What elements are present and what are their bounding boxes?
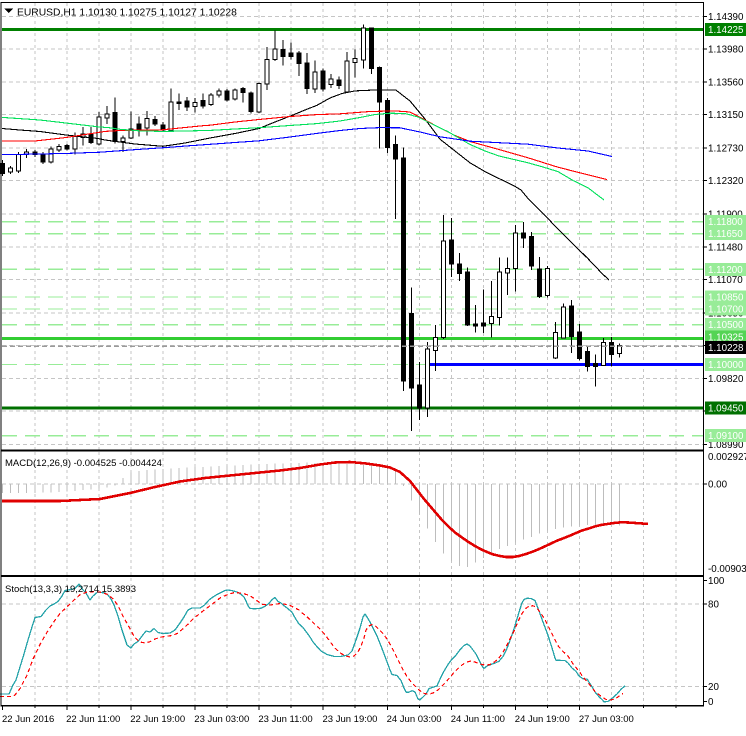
svg-text:24 Jun 03:00: 24 Jun 03:00 bbox=[387, 714, 442, 725]
svg-text:22 Jun 2016: 22 Jun 2016 bbox=[2, 714, 54, 725]
svg-text:EURUSD,H1 1.10130 1.10275 1.1: EURUSD,H1 1.10130 1.10275 1.10127 1.1022… bbox=[17, 7, 237, 18]
svg-text:1.11070: 1.11070 bbox=[708, 275, 743, 286]
svg-text:80: 80 bbox=[708, 599, 719, 610]
svg-text:22 Jun 11:00: 22 Jun 11:00 bbox=[66, 714, 120, 725]
svg-text:0.00: 0.00 bbox=[708, 480, 728, 491]
svg-text:1.09450: 1.09450 bbox=[708, 404, 744, 415]
svg-text:MACD(12,26,9) -0.004525 -0.004: MACD(12,26,9) -0.004525 -0.004424 bbox=[5, 458, 162, 469]
svg-text:1.10500: 1.10500 bbox=[708, 320, 744, 331]
svg-text:1.12320: 1.12320 bbox=[708, 176, 744, 187]
svg-text:0.002927: 0.002927 bbox=[708, 452, 746, 463]
svg-text:20: 20 bbox=[708, 682, 719, 693]
svg-text:1.11200: 1.11200 bbox=[708, 265, 743, 276]
svg-text:23 Jun 11:00: 23 Jun 11:00 bbox=[258, 714, 312, 725]
svg-text:-0.009034: -0.009034 bbox=[708, 564, 746, 575]
svg-text:23 Jun 19:00: 23 Jun 19:00 bbox=[323, 714, 378, 725]
svg-text:1.09820: 1.09820 bbox=[708, 374, 744, 385]
svg-text:1.09100: 1.09100 bbox=[708, 431, 744, 442]
svg-text:1.11900: 1.11900 bbox=[708, 209, 743, 220]
svg-text:1.12730: 1.12730 bbox=[708, 144, 744, 155]
svg-text:24 Jun 11:00: 24 Jun 11:00 bbox=[451, 714, 505, 725]
svg-text:1.14225: 1.14225 bbox=[708, 25, 744, 36]
svg-text:1.13980: 1.13980 bbox=[708, 44, 744, 55]
svg-text:1.11650: 1.11650 bbox=[708, 229, 743, 240]
svg-text:1.11800: 1.11800 bbox=[708, 217, 743, 228]
svg-text:23 Jun 03:00: 23 Jun 03:00 bbox=[194, 714, 249, 725]
svg-text:1.10850: 1.10850 bbox=[708, 293, 744, 304]
svg-text:1.13150: 1.13150 bbox=[708, 110, 744, 121]
svg-text:100: 100 bbox=[708, 576, 725, 587]
svg-text:Stoch(13,3,3) 19,2714 15.3893: Stoch(13,3,3) 19,2714 15.3893 bbox=[5, 584, 136, 595]
svg-text:0: 0 bbox=[708, 697, 714, 708]
svg-text:1.14390: 1.14390 bbox=[708, 12, 744, 23]
svg-text:1.10000: 1.10000 bbox=[708, 360, 744, 371]
svg-text:1.10228: 1.10228 bbox=[708, 343, 744, 354]
svg-text:1.11480: 1.11480 bbox=[708, 243, 743, 254]
svg-text:22 Jun 19:00: 22 Jun 19:00 bbox=[130, 714, 185, 725]
svg-text:27 Jun 03:00: 27 Jun 03:00 bbox=[579, 714, 634, 725]
svg-text:1.10325: 1.10325 bbox=[708, 333, 744, 344]
svg-text:1.08990: 1.08990 bbox=[708, 440, 744, 451]
svg-text:24 Jun 19:00: 24 Jun 19:00 bbox=[515, 714, 570, 725]
svg-text:1.13560: 1.13560 bbox=[708, 78, 744, 89]
svg-text:1.10700: 1.10700 bbox=[708, 304, 744, 315]
